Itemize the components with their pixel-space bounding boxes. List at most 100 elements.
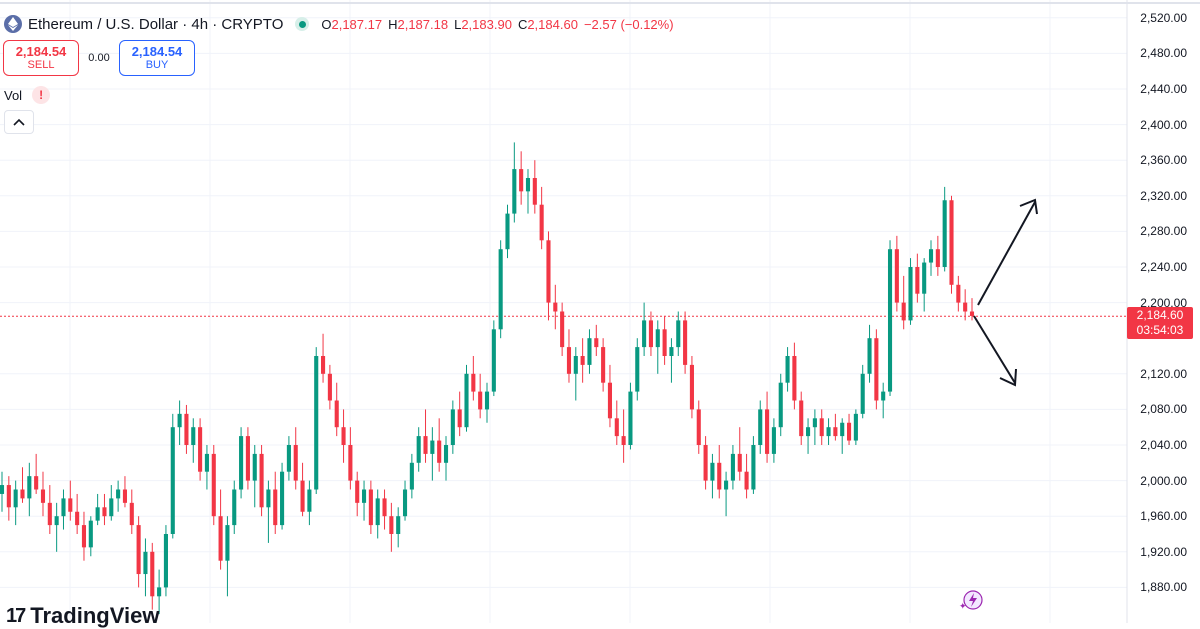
candle-body xyxy=(61,498,66,517)
symbol-title[interactable]: Ethereum / U.S. Dollar · 4h · CRYPTO xyxy=(28,15,284,33)
candle xyxy=(471,356,476,401)
candle xyxy=(703,436,708,490)
price-axis-label: 1,880.00 xyxy=(1140,580,1187,595)
candle-body xyxy=(915,267,920,294)
drawing-arrow-down[interactable] xyxy=(973,315,1017,387)
candle xyxy=(211,445,216,526)
tradingview-text: TradingView xyxy=(30,603,160,628)
candle xyxy=(840,418,845,454)
market-open-icon xyxy=(295,17,310,31)
candle-body xyxy=(724,480,729,490)
trade-buttons: 2,184.54 SELL 0.00 2,184.54 BUY xyxy=(3,40,195,76)
candle-body xyxy=(696,409,701,445)
candle xyxy=(177,400,182,445)
candle-body xyxy=(730,453,735,481)
ohlc-values: O2,187.17 H2,187.18 L2,183.90 C2,184.60 … xyxy=(321,17,673,32)
sell-price: 2,184.54 xyxy=(15,44,67,59)
candle-body xyxy=(184,413,189,445)
candle-body xyxy=(826,427,831,437)
candle-body xyxy=(361,489,367,503)
candle-body xyxy=(430,440,435,454)
candle xyxy=(846,413,852,445)
candle xyxy=(443,436,449,481)
candle xyxy=(355,471,360,517)
drawing-arrow-up[interactable] xyxy=(977,198,1038,306)
candle-body xyxy=(170,427,175,534)
candle xyxy=(949,195,954,294)
symbol-header: Ethereum / U.S. Dollar · 4h · CRYPTO O2,… xyxy=(4,13,674,35)
volume-indicator[interactable]: Vol ! xyxy=(4,86,51,104)
candle xyxy=(321,333,326,383)
candle xyxy=(655,320,660,374)
candle xyxy=(34,453,39,494)
price-axis-label: 2,520.00 xyxy=(1140,10,1187,25)
candle-body xyxy=(136,525,141,575)
candle xyxy=(860,364,865,419)
candle xyxy=(819,409,824,445)
candle-body xyxy=(20,489,25,499)
tradingview-logo[interactable]: 17 TradingView xyxy=(6,603,159,629)
candle xyxy=(724,471,729,517)
candle xyxy=(744,453,749,499)
tradingview-mark: 17 xyxy=(6,604,26,627)
current-price-label: 2,184.60 03:54:03 xyxy=(1127,307,1193,340)
candle xyxy=(539,186,544,250)
lightning-badge-icon[interactable]: ✦ xyxy=(957,589,983,611)
candle-body xyxy=(621,436,626,445)
candle-body xyxy=(778,382,783,428)
candle xyxy=(751,436,756,494)
candle xyxy=(95,493,100,526)
candle-body xyxy=(177,413,182,428)
candle-body xyxy=(491,329,496,392)
candle-body xyxy=(505,213,510,250)
candle xyxy=(6,476,11,521)
sell-label: SELL xyxy=(27,59,55,71)
high-label: H xyxy=(388,16,398,32)
candle-body xyxy=(204,453,209,472)
price-axis-label: 2,000.00 xyxy=(1140,473,1187,488)
candle xyxy=(68,480,73,521)
candle-body xyxy=(327,373,332,401)
candle-body xyxy=(464,373,469,428)
candle xyxy=(942,186,947,272)
svg-text:✦: ✦ xyxy=(959,602,967,611)
candle xyxy=(491,320,496,397)
candle xyxy=(102,493,107,526)
candle xyxy=(245,427,250,490)
candle xyxy=(368,480,373,534)
candle-body xyxy=(614,418,619,437)
candle xyxy=(812,409,817,445)
candle xyxy=(402,480,408,521)
candle-body xyxy=(348,445,353,481)
candle-body xyxy=(273,489,278,526)
candle xyxy=(27,462,32,517)
candle-body xyxy=(689,364,694,410)
candle-body xyxy=(553,302,558,312)
sell-button[interactable]: 2,184.54 SELL xyxy=(3,40,79,76)
open-value: 2,187.17 xyxy=(331,16,383,32)
candle xyxy=(361,480,367,521)
candle-body xyxy=(402,489,408,517)
candle-body xyxy=(887,249,893,392)
candle xyxy=(409,453,414,499)
candle xyxy=(833,413,838,441)
buy-button[interactable]: 2,184.54 BUY xyxy=(119,40,195,76)
candle-body xyxy=(587,338,592,365)
candle-body xyxy=(669,347,674,356)
candle xyxy=(601,338,606,392)
price-axis-label: 2,280.00 xyxy=(1140,224,1187,239)
warning-icon[interactable]: ! xyxy=(32,86,51,104)
collapse-legend-button[interactable] xyxy=(4,110,34,134)
candle-body xyxy=(314,356,319,490)
candle-body xyxy=(901,302,906,321)
price-axis-label: 2,200.00 xyxy=(1140,295,1187,310)
candle xyxy=(259,445,264,517)
candle xyxy=(88,516,93,557)
candle-body xyxy=(191,427,196,445)
low-label: L xyxy=(454,16,462,32)
candle-body xyxy=(765,409,770,454)
candle-body xyxy=(840,422,845,437)
candle-body xyxy=(47,502,52,526)
candle xyxy=(710,453,715,499)
